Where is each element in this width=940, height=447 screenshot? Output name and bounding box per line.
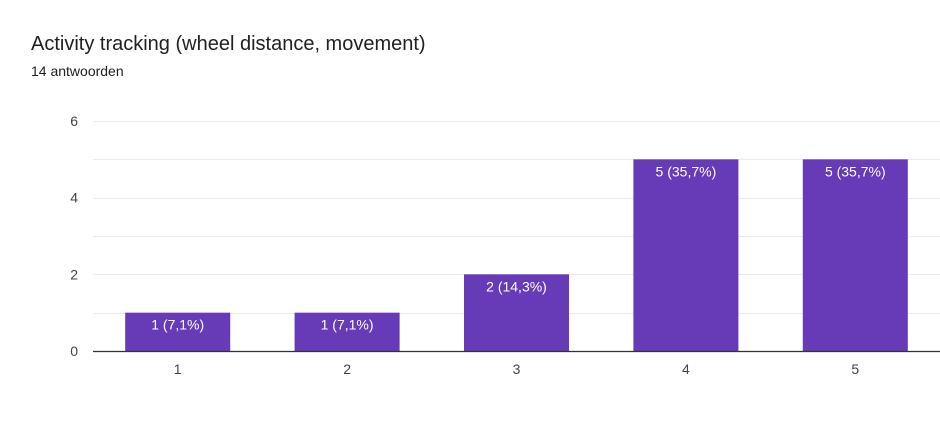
- y-tick-label: 2: [70, 266, 78, 282]
- x-tick-label: 1: [174, 361, 182, 377]
- bar-data-label: 2 (14,3%): [486, 278, 547, 294]
- chart-title: Activity tracking (wheel distance, movem…: [31, 33, 426, 55]
- bar[interactable]: [802, 159, 908, 351]
- x-tick-label: 3: [513, 361, 521, 377]
- bar[interactable]: [294, 312, 400, 351]
- bar-data-label: 5 (35,7%): [825, 163, 886, 179]
- bar-data-label: 1 (7,1%): [321, 317, 374, 333]
- labels: 0 2 4 6 1 (7,1%) 1 1 (7,1%) 2 2 (14,3%) 3 5 (35,7%…: [70, 113, 885, 377]
- x-tick-label: 2: [343, 361, 351, 377]
- bar-data-label: 5 (35,7%): [656, 163, 717, 179]
- bars: [125, 159, 908, 351]
- x-tick-label: 5: [851, 361, 859, 377]
- chart-header: Activity tracking (wheel distance, movem…: [31, 31, 426, 80]
- y-tick-label: 4: [70, 190, 78, 206]
- y-tick-label: 0: [70, 343, 78, 359]
- bar[interactable]: [463, 274, 570, 351]
- response-count: 14 antwoorden: [31, 63, 124, 79]
- x-tick-label: 4: [682, 361, 690, 377]
- bar[interactable]: [633, 159, 739, 351]
- bar[interactable]: [125, 312, 231, 351]
- bar-data-label: 1 (7,1%): [151, 317, 204, 333]
- y-tick-label: 6: [70, 113, 78, 129]
